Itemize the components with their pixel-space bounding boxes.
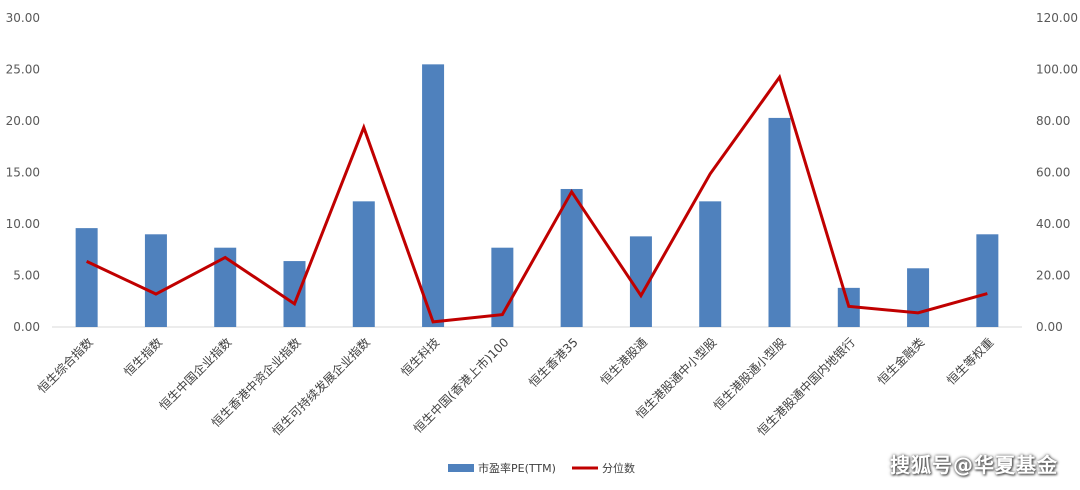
right-axis-tick-label: 20.00 (1036, 269, 1070, 283)
right-axis-tick-label: 100.00 (1036, 63, 1078, 77)
watermark: 搜狐号@华夏基金 (890, 453, 1058, 477)
left-axis-tick-label: 30.00 (6, 11, 40, 25)
bar (629, 236, 652, 327)
right-axis: 0.00 20.00 40.00 60.00 80.00 100.00 120.00 (1036, 11, 1078, 334)
bar (283, 261, 306, 327)
bar (422, 64, 445, 327)
right-axis-tick-label: 120.00 (1036, 11, 1078, 25)
line-series (86, 73, 988, 324)
right-axis-tick-label: 40.00 (1036, 217, 1070, 231)
left-axis-tick-label: 25.00 (6, 63, 40, 77)
bar-series (75, 64, 999, 327)
category-label: 恒生港股通 (598, 335, 650, 387)
legend-bar-label: 市盈率PE(TTM) (478, 461, 556, 475)
category-label: 恒生等权重 (944, 335, 996, 387)
legend-line-label: 分位数 (602, 461, 635, 475)
left-axis-tick-label: 0.00 (13, 320, 40, 334)
category-label: 恒生科技 (398, 335, 442, 379)
bar (144, 234, 167, 327)
left-axis-tick-label: 15.00 (6, 166, 40, 180)
category-label: 恒生香港35 (526, 335, 581, 390)
bar (907, 268, 930, 327)
category-labels: 恒生综合指数 恒生指数恒生中国企业指数恒生香港中资企业指数恒生可持续发展企业指数恒… (34, 335, 996, 439)
right-axis-tick-label: 80.00 (1036, 114, 1070, 128)
left-axis-tick-label: 10.00 (6, 217, 40, 231)
bar (768, 117, 791, 327)
category-label: 恒生指数 (120, 335, 165, 380)
bar (560, 188, 583, 327)
right-axis-tick-label: 60.00 (1036, 166, 1070, 180)
right-axis-tick-label: 0.00 (1036, 320, 1063, 334)
line-path (86, 73, 988, 324)
category-label: 恒生综合指数 (34, 335, 96, 397)
legend-bar-swatch (448, 464, 474, 472)
bar (214, 247, 237, 327)
left-axis-tick-label: 20.00 (6, 114, 40, 128)
left-axis-tick-label: 5.00 (13, 269, 40, 283)
category-label: 恒生港股通小型股 (711, 335, 789, 413)
bar (352, 201, 375, 327)
category-label: 恒生金融类 (874, 335, 927, 388)
category-label: 恒生中国企业指数 (156, 335, 234, 413)
left-axis: 0.00 5.00 10.00 15.00 20.00 25.00 30.00 (6, 11, 40, 334)
legend: 市盈率PE(TTM) 分位数 (448, 461, 635, 475)
bar (699, 201, 722, 327)
bar (75, 228, 98, 327)
bar (976, 234, 999, 327)
